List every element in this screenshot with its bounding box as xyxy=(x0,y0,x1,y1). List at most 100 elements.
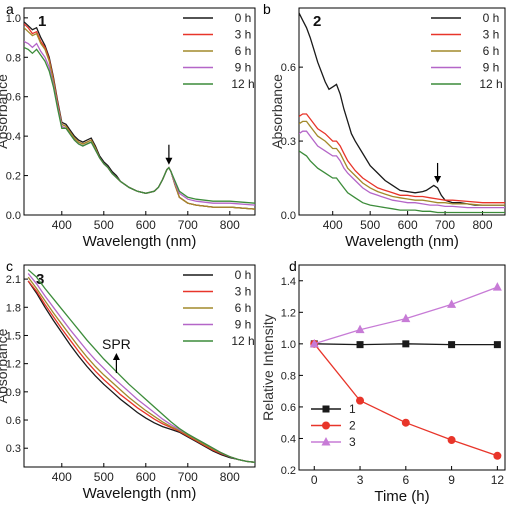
y-tick-label: 0.6 xyxy=(6,92,21,104)
panel-title: 1 xyxy=(38,13,46,30)
panel-letter-d: d xyxy=(289,258,297,274)
legend-label: 6 h xyxy=(235,44,252,58)
y-tick-label: 0.3 xyxy=(6,443,21,455)
plot-area xyxy=(24,21,255,210)
plot-area xyxy=(309,282,502,460)
y-tick-label: 0.6 xyxy=(6,415,21,427)
x-tick-label: 6 xyxy=(402,473,409,487)
data-point xyxy=(492,282,502,291)
legend-label: 9 h xyxy=(235,61,252,75)
y-tick-label: 0.8 xyxy=(6,52,21,64)
legend-label: 1 xyxy=(349,402,356,416)
series-line-6h xyxy=(299,120,505,206)
legend-marker xyxy=(322,405,330,413)
y-tick-label: 0.2 xyxy=(6,171,21,183)
legend-label: 12 h xyxy=(479,77,502,91)
x-tick-label: 800 xyxy=(220,470,240,484)
panel-letter-a: a xyxy=(6,1,14,17)
x-tick-label: 500 xyxy=(360,218,380,232)
panel-letter-c: c xyxy=(6,258,13,274)
legend-label: 9 h xyxy=(235,318,252,332)
chart-panel-a: 400 500 600 700 800 0.0 0.2 0.4 0.6 0.8 1.0 Wavelen… xyxy=(0,7,256,250)
x-tick-label: 600 xyxy=(398,218,418,232)
y-tick-label: 1.4 xyxy=(281,276,296,288)
x-tick-label: 0 xyxy=(311,473,318,487)
chart-panel-c: 400 500 600 700 800 0.3 0.6 0.9 1.2 1.5 1.8 2.1 Wave… xyxy=(0,264,256,502)
plot-frame xyxy=(298,7,506,216)
x-axis-label: Time (h) xyxy=(374,488,429,505)
series-line-0h xyxy=(27,280,255,463)
panel-letter-b: b xyxy=(263,1,271,17)
data-point xyxy=(356,341,364,349)
x-tick-label: 400 xyxy=(52,218,72,232)
y-tick-label: 1.2 xyxy=(6,359,21,371)
plot-frame xyxy=(298,264,506,471)
y-tick-label: 0.4 xyxy=(281,433,296,445)
y-tick-label: 0.2 xyxy=(281,465,296,477)
annotation-arrowhead xyxy=(434,175,442,183)
data-point xyxy=(401,418,410,427)
y-tick-label: 1.0 xyxy=(281,339,296,351)
legend-label: 6 h xyxy=(483,44,500,58)
legend-marker xyxy=(322,421,330,430)
y-tick-label: 0.6 xyxy=(281,402,296,414)
series-line-3h xyxy=(299,113,505,204)
data-point xyxy=(448,341,456,349)
y-tick-label: 2.1 xyxy=(6,274,21,286)
data-point xyxy=(447,299,457,308)
y-tick-label: 0.9 xyxy=(6,387,21,399)
y-tick-label: 0.6 xyxy=(281,62,296,74)
x-tick-label: 800 xyxy=(473,218,493,232)
series-line-2 xyxy=(313,343,498,457)
x-tick-label: 700 xyxy=(435,218,455,232)
y-tick-label: 0.8 xyxy=(281,370,296,382)
legend-marker xyxy=(321,437,331,446)
annotation-arrowhead xyxy=(165,157,173,165)
series-line-12h xyxy=(24,46,255,204)
series-line-9h xyxy=(27,273,255,463)
data-point xyxy=(447,436,456,445)
data-point xyxy=(401,313,411,323)
x-tick-label: 600 xyxy=(136,470,156,484)
plot-frame xyxy=(23,7,256,216)
legend-label: 6 h xyxy=(235,301,252,315)
series-line-6h xyxy=(27,276,255,463)
series-line-9h xyxy=(24,40,255,206)
panel-title: 3 xyxy=(36,271,44,288)
plot-area xyxy=(299,12,505,214)
x-tick-label: 12 xyxy=(491,473,505,487)
y-tick-label: 0.0 xyxy=(281,210,296,222)
x-tick-label: 600 xyxy=(136,218,156,232)
legend-label: 9 h xyxy=(483,61,500,75)
y-axis-label: Absorbance xyxy=(0,74,10,149)
series-line-0h xyxy=(299,12,505,206)
legend-label: 12 h xyxy=(231,334,254,348)
panel-title: 2 xyxy=(313,13,321,30)
x-tick-label: 400 xyxy=(323,218,343,232)
x-tick-label: 800 xyxy=(220,218,240,232)
y-tick-label: 1.2 xyxy=(281,307,296,319)
chart-panel-b: 400 500 600 700 800 0.0 0.3 0.6 Wavelength (nm) A… xyxy=(269,7,506,250)
legend-label: 12 h xyxy=(231,77,254,91)
legend-label: 3 xyxy=(349,435,356,449)
data-point xyxy=(402,340,410,348)
y-tick-label: 1.0 xyxy=(6,13,21,25)
x-axis-label: Wavelength (nm) xyxy=(83,233,197,250)
plot-area xyxy=(27,269,255,463)
y-tick-label: 0.4 xyxy=(6,131,21,143)
legend-label: 0 h xyxy=(483,11,500,25)
data-point xyxy=(309,338,319,348)
plot-frame xyxy=(23,264,256,468)
x-tick-label: 400 xyxy=(52,470,72,484)
y-tick-label: 1.5 xyxy=(6,330,21,342)
series-line-3h xyxy=(27,280,255,463)
x-axis-label: Wavelength (nm) xyxy=(83,485,197,502)
series-line-9h xyxy=(299,130,505,209)
y-tick-label: 0.0 xyxy=(6,210,21,222)
data-point xyxy=(356,396,365,405)
data-point xyxy=(493,341,501,349)
x-tick-label: 500 xyxy=(94,470,114,484)
legend-label: 2 xyxy=(349,419,356,433)
